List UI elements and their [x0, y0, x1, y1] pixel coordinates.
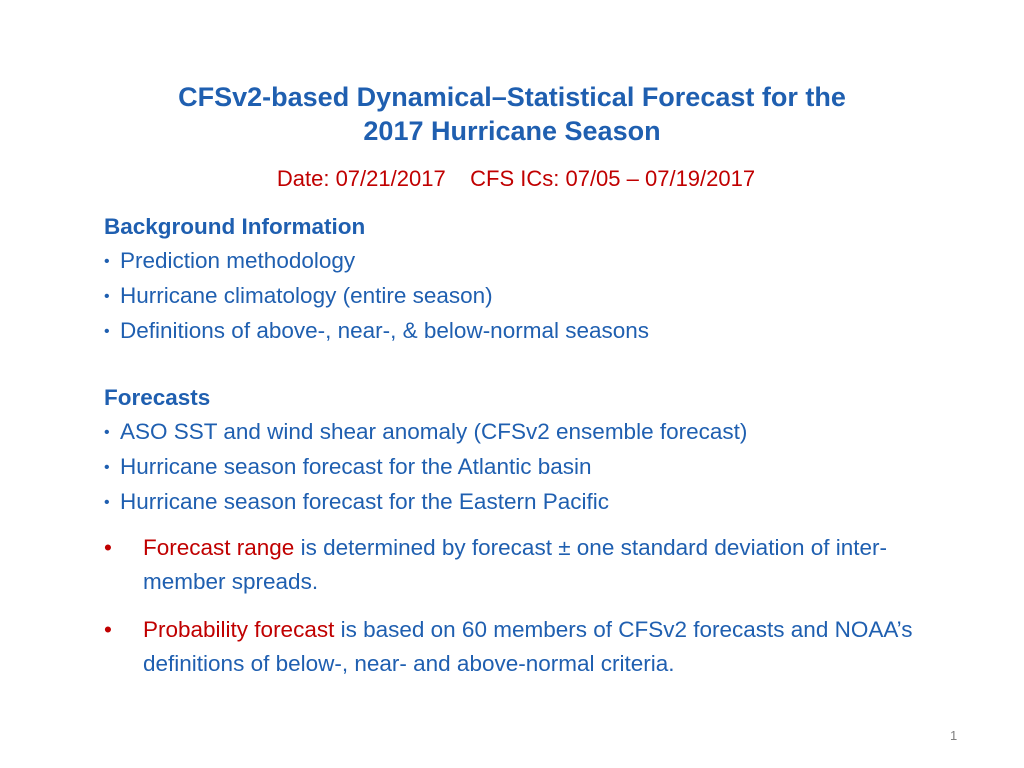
background-item: • Definitions of above-, near-, & below-n… [104, 314, 924, 349]
bullet-icon: • [104, 617, 112, 642]
note-term: Forecast range [143, 535, 295, 560]
background-heading: Background Information [104, 214, 366, 239]
page-number: 1 [950, 728, 958, 743]
forecasts-section: Forecasts • ASO SST and wind shear anomal… [104, 381, 924, 520]
forecasts-item-label: Hurricane season forecast for the Easter… [120, 489, 609, 514]
bullet-icon: • [104, 424, 110, 441]
note-item: • Forecast range is determined by forecas… [104, 531, 924, 599]
note-item: • Probability forecast is based on 60 mem… [104, 613, 924, 681]
slide-title-line-2: 2017 Hurricane Season [363, 116, 661, 146]
slide-title-line-1: CFSv2-based Dynamical–Statistical Foreca… [178, 82, 846, 112]
note-probability-forecast: • Probability forecast is based on 60 mem… [104, 613, 924, 681]
bullet-icon: • [104, 535, 112, 560]
cfs-ics-range: CFS ICs: 07/05 – 07/19/2017 [470, 166, 756, 191]
background-item: • Prediction methodology [104, 244, 924, 279]
forecasts-item: • Hurricane season forecast for the Atlan… [104, 450, 924, 485]
background-item-label: Definitions of above-, near-, & below-no… [120, 318, 650, 343]
forecasts-item-label: Hurricane season forecast for the Atlant… [120, 454, 592, 479]
bullet-icon: • [104, 253, 110, 270]
note-term: Probability forecast [143, 617, 335, 642]
forecasts-heading: Forecasts [104, 385, 211, 410]
background-section: Background Information • Prediction metho… [104, 210, 924, 349]
bullet-icon: • [104, 323, 110, 340]
note-text: is determined by forecast ± one standard… [143, 535, 887, 594]
bullet-icon: • [104, 494, 110, 511]
date-line: Date: 07/21/2017 CFS ICs: 07/05 – 07/19/… [0, 166, 1024, 192]
forecasts-item: • ASO SST and wind shear anomaly (CFSv2 e… [104, 415, 924, 450]
background-item: • Hurricane climatology (entire season) [104, 279, 924, 314]
note-text: is based on 60 members of CFSv2 forecast… [143, 617, 913, 676]
forecasts-item: • Hurricane season forecast for the Easte… [104, 485, 924, 520]
forecasts-item-label: ASO SST and wind shear anomaly (CFSv2 en… [120, 419, 748, 444]
forecast-date: Date: 07/21/2017 [276, 166, 446, 191]
note-forecast-range: • Forecast range is determined by forecas… [104, 531, 924, 599]
bullet-icon: • [104, 459, 110, 476]
background-item-label: Prediction methodology [120, 248, 356, 273]
slide-title: CFSv2-based Dynamical–Statistical Foreca… [0, 80, 1024, 148]
bullet-icon: • [104, 288, 110, 305]
background-item-label: Hurricane climatology (entire season) [120, 283, 493, 308]
